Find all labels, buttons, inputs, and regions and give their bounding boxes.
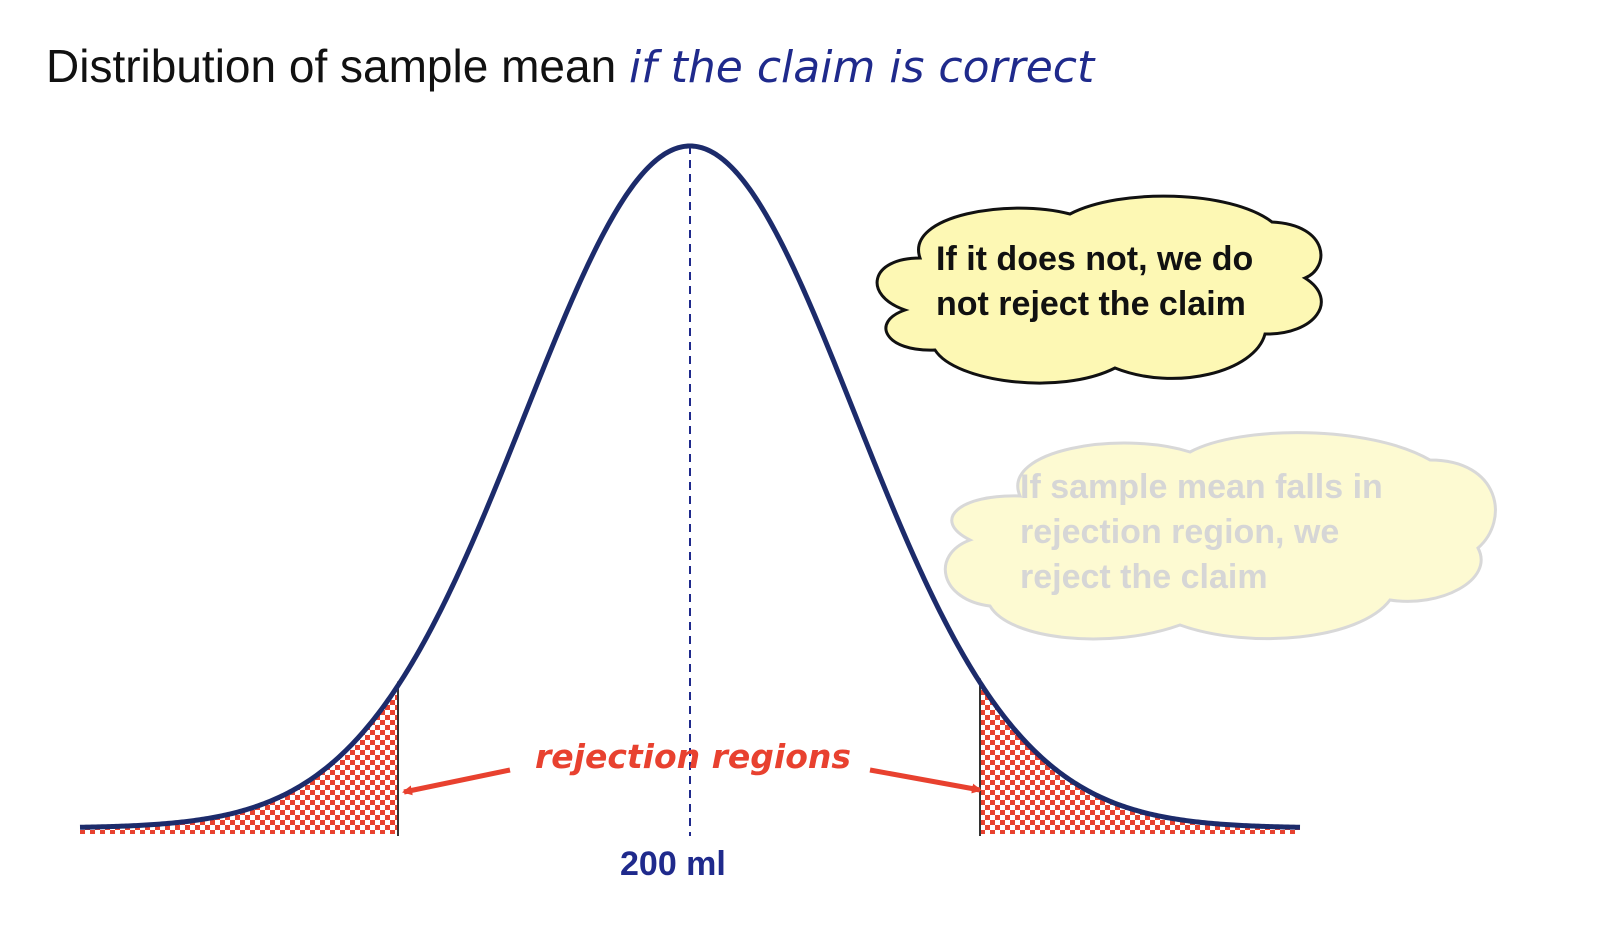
thought-cloud-reject: If sample mean falls in rejection region…	[943, 431, 1497, 641]
cloud-reject-line1: If sample mean falls in	[1020, 468, 1383, 506]
normal-curve	[79, 143, 1301, 830]
arrow-icon-left	[402, 767, 511, 796]
page-title: Distribution of sample mean if the claim…	[46, 36, 1094, 98]
arrow-icon-right	[869, 767, 982, 794]
cloud-not-reject-line2: not reject the claim	[936, 285, 1246, 323]
title-highlight: if the claim is correct	[628, 42, 1095, 93]
mean-label: 200 ml	[620, 845, 726, 883]
thought-cloud-not-reject: If it does not, we do not reject the cla…	[875, 194, 1323, 385]
cloud-shape-not-reject	[875, 194, 1323, 385]
title-prefix: Distribution of sample mean	[46, 40, 629, 92]
rejection-region-left	[80, 685, 398, 834]
cloud-not-reject-line1: If it does not, we do	[936, 240, 1253, 278]
cloud-reject-line3: reject the claim	[1020, 558, 1268, 596]
cloud-shape-reject	[943, 431, 1497, 641]
cloud-reject-line2: rejection region, we	[1020, 513, 1339, 551]
rejection-label: rejection regions	[535, 737, 851, 776]
rejection-region-right	[980, 682, 1300, 834]
